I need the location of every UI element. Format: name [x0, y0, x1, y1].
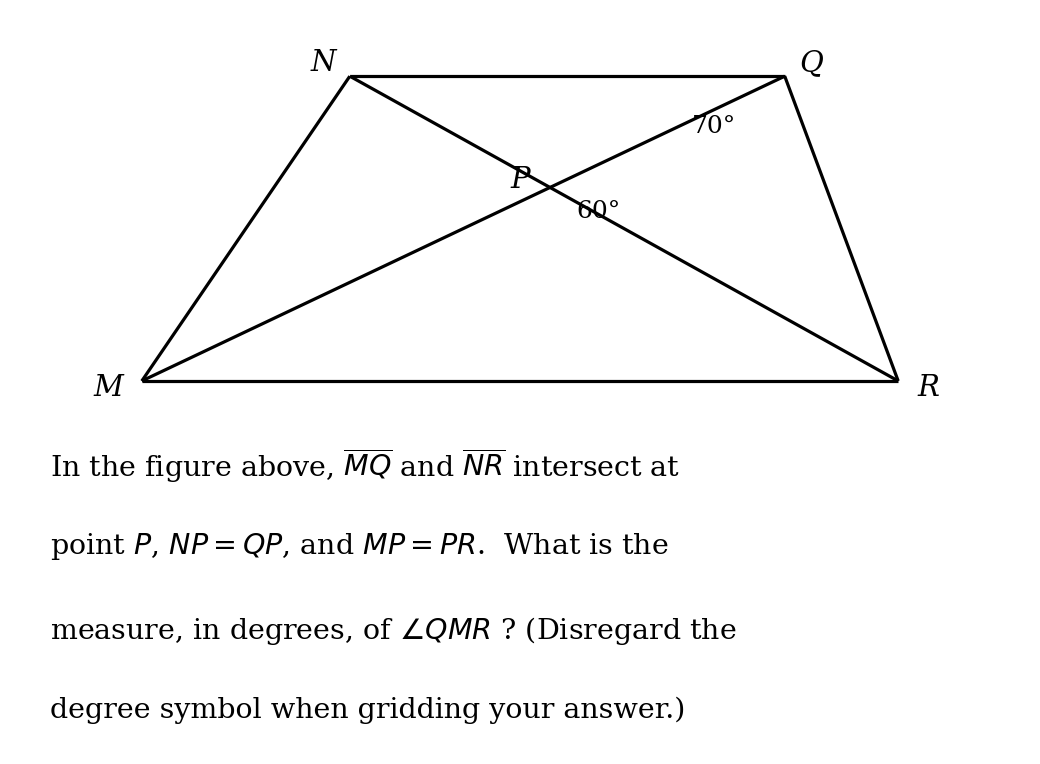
Text: M: M	[94, 374, 124, 402]
Text: degree symbol when gridding your answer.): degree symbol when gridding your answer.…	[50, 697, 685, 724]
Text: R: R	[917, 374, 939, 402]
Text: 70°: 70°	[692, 115, 736, 138]
Text: P: P	[510, 167, 529, 194]
Text: 60°: 60°	[576, 200, 621, 223]
Text: N: N	[311, 50, 336, 77]
Text: In the figure above, $\overline{MQ}$ and $\overline{NR}$ intersect at: In the figure above, $\overline{MQ}$ and…	[50, 447, 680, 485]
Text: measure, in degrees, of $\angle QMR$ ? (Disregard the: measure, in degrees, of $\angle QMR$ ? (…	[50, 615, 736, 647]
Text: point $P$, $NP = QP$, and $MP = PR$.  What is the: point $P$, $NP = QP$, and $MP = PR$. Wha…	[50, 531, 669, 562]
Text: Q: Q	[800, 50, 823, 77]
